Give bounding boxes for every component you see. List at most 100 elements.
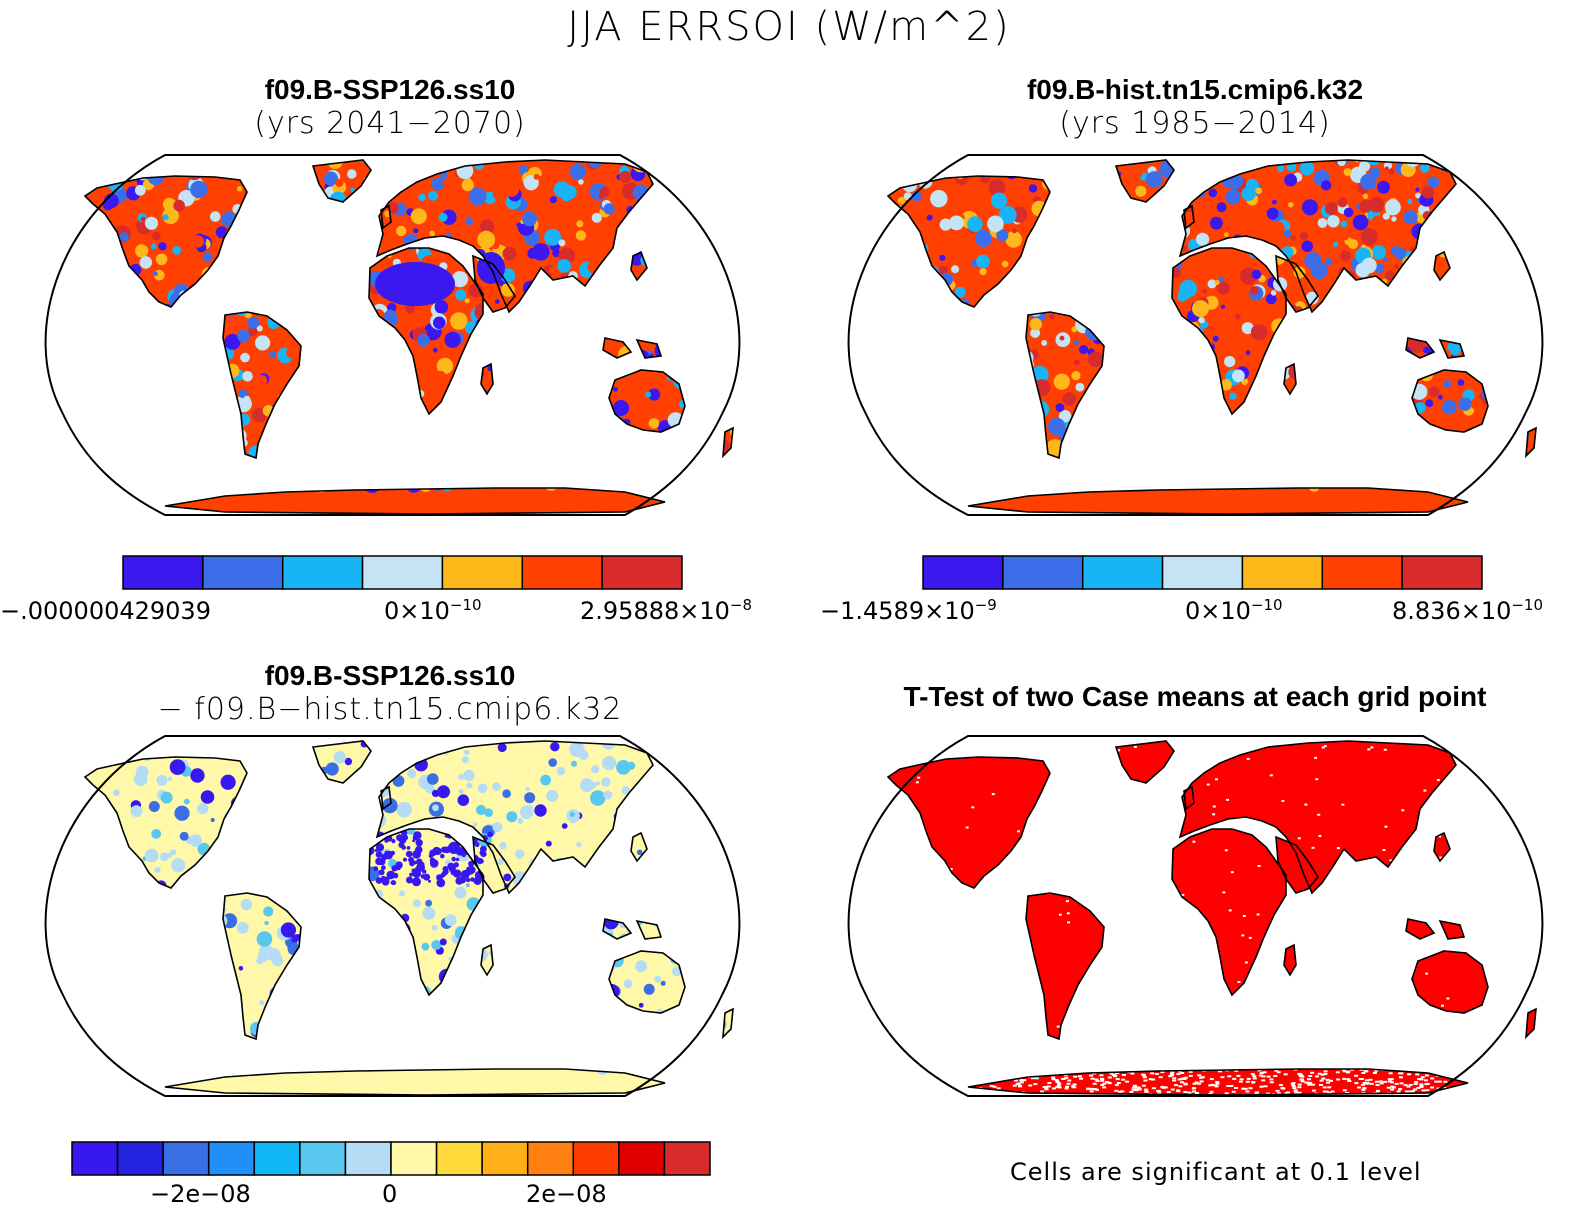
- field-patch: [243, 395, 251, 403]
- figure-title: JJA ERRSOI (W/m^2): [567, 4, 1011, 50]
- field-patch: [700, 1034, 713, 1047]
- nonsignificant-cell: [1045, 1069, 1049, 1072]
- field-patch: [680, 905, 685, 911]
- field-patch: [878, 392, 885, 399]
- field-patch: [169, 759, 186, 775]
- field-patch: [622, 318, 638, 334]
- field-patch: [355, 949, 361, 955]
- field-patch: [371, 992, 383, 1004]
- field-patch: [492, 782, 501, 791]
- field-patch: [1075, 382, 1085, 392]
- field-patch: [1530, 352, 1536, 359]
- field-patch: [514, 343, 524, 352]
- field-patch: [701, 356, 717, 371]
- field-patch: [518, 741, 535, 743]
- field-patch: [190, 180, 208, 199]
- nonsignificant-cell: [1489, 964, 1492, 967]
- field-patch: [723, 340, 729, 346]
- nonsignificant-cell: [973, 1074, 978, 1077]
- coastline-uk: [1183, 204, 1195, 230]
- nonsignificant-cell: [1102, 1086, 1107, 1089]
- field-patch: [1096, 225, 1114, 243]
- field-patch: [1085, 199, 1096, 211]
- nonsignificant-cell: [1188, 1017, 1192, 1020]
- field-patch: [1487, 165, 1493, 171]
- nonsignificant-cell: [1157, 1090, 1162, 1093]
- field-patch: [198, 459, 212, 474]
- field-patch: [506, 811, 518, 823]
- nonsignificant-cell: [1286, 936, 1290, 939]
- field-patch: [477, 783, 488, 794]
- field-patch: [1540, 464, 1551, 475]
- field-patch: [648, 388, 661, 401]
- nonsignificant-cell: [1052, 1067, 1057, 1070]
- field-patch: [58, 444, 76, 462]
- field-patch: [750, 239, 760, 249]
- field-patch: [26, 360, 39, 373]
- field-patch: [287, 295, 301, 309]
- field-patch: [367, 1034, 381, 1048]
- field-patch: [987, 412, 993, 417]
- field-patch: [94, 420, 111, 438]
- field-patch: [1460, 336, 1472, 348]
- field-patch: [1301, 199, 1319, 216]
- field-patch: [931, 460, 939, 469]
- field-patch: [96, 293, 114, 311]
- field-patch: [1318, 232, 1327, 242]
- field-patch: [897, 196, 906, 205]
- field-patch: [684, 409, 699, 425]
- field-patch: [597, 458, 604, 465]
- field-patch: [647, 815, 658, 826]
- nonsignificant-cell: [1293, 1089, 1298, 1092]
- field-patch: [966, 462, 982, 478]
- field-patch: [247, 828, 262, 842]
- nonsignificant-cell: [1439, 856, 1443, 859]
- coastline-new-zealand: [722, 1007, 734, 1040]
- panel-2-title: f09.B-hist.tn15.cmip6.k32: [1026, 74, 1364, 105]
- field-patch: [888, 311, 892, 319]
- field-patch: [153, 375, 164, 386]
- nonsignificant-cell: [1413, 1088, 1418, 1091]
- nonsignificant-cell: [1479, 735, 1482, 737]
- field-patch: [175, 1035, 191, 1051]
- field-patch: [1377, 286, 1385, 294]
- field-patch: [302, 449, 308, 455]
- nonsignificant-cell: [1168, 1075, 1173, 1078]
- field-patch: [1093, 472, 1110, 489]
- field-patch: [1360, 404, 1371, 416]
- nonsignificant-cell: [1494, 741, 1498, 743]
- field-patch: [211, 404, 228, 422]
- field-patch: [1335, 459, 1344, 468]
- field-patch: [304, 466, 323, 484]
- nonsignificant-cell: [1100, 1077, 1104, 1080]
- field-patch: [263, 906, 274, 917]
- nonsignificant-cell: [1319, 1084, 1323, 1086]
- nonsignificant-cell: [1019, 962, 1023, 965]
- nonsignificant-cell: [955, 961, 959, 964]
- field-patch: [1442, 399, 1457, 415]
- field-patch: [1062, 251, 1077, 266]
- field-patch: [696, 1002, 709, 1015]
- field-patch: [623, 979, 633, 989]
- field-patch: [1393, 293, 1403, 303]
- field-patch: [648, 307, 664, 323]
- field-patch: [1417, 145, 1432, 160]
- nonsignificant-cell: [1188, 1070, 1193, 1073]
- field-patch: [1266, 418, 1272, 425]
- field-patch: [662, 869, 677, 884]
- field-patch: [645, 391, 652, 398]
- field-patch: [462, 393, 476, 407]
- field-patch: [87, 466, 100, 479]
- field-patch: [730, 800, 733, 812]
- field-patch: [1388, 168, 1395, 175]
- field-patch: [237, 329, 251, 343]
- field-patch: [1332, 411, 1342, 421]
- nonsignificant-cell: [1117, 826, 1121, 829]
- field-patch: [427, 190, 438, 201]
- colorbar-swatch: [1002, 555, 1084, 590]
- field-patch: [714, 227, 720, 233]
- nonsignificant-cell: [1318, 835, 1322, 838]
- field-patch: [504, 311, 512, 318]
- field-patch: [544, 160, 555, 164]
- field-patch: [143, 393, 156, 406]
